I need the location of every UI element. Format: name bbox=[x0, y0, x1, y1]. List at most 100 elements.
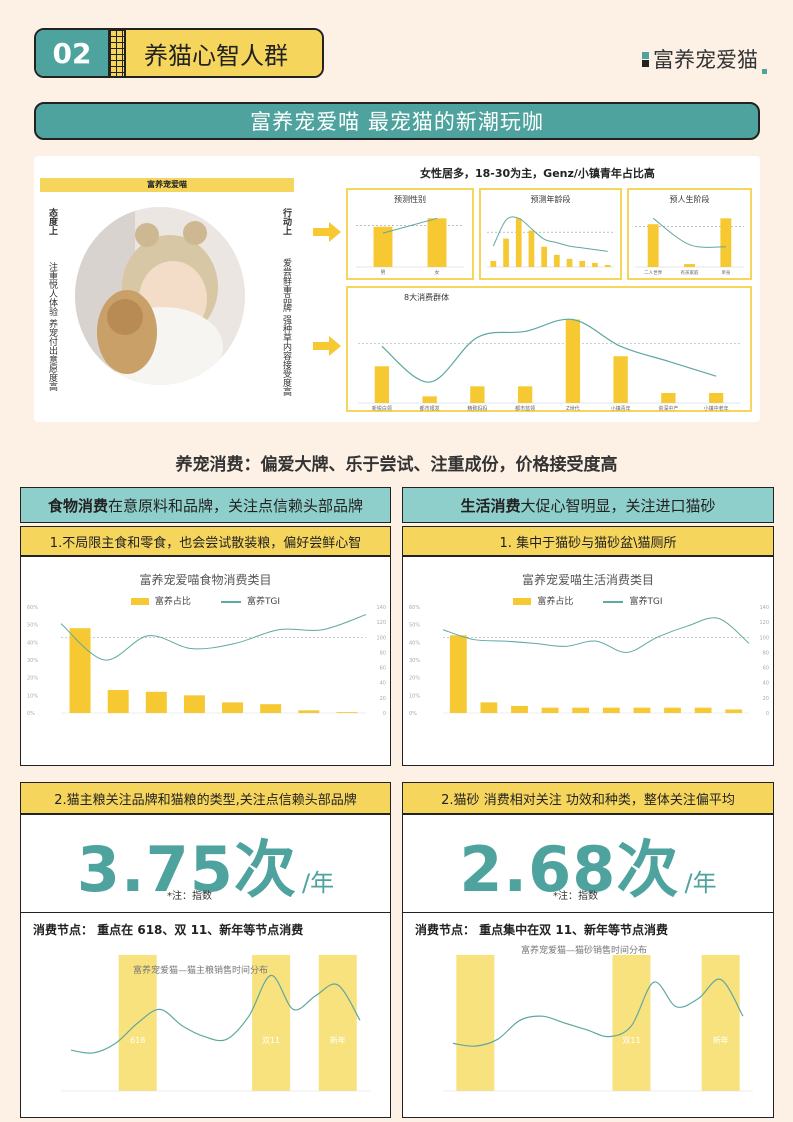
category-label: 有孩家庭 bbox=[681, 269, 699, 276]
food-chart-legend: 富养占比 富养TGI bbox=[21, 594, 390, 607]
y2-tick-label: 60 bbox=[380, 666, 386, 672]
life-chart-legend: 富养占比 富养TGI bbox=[403, 594, 773, 607]
category-label: 小镇青年 bbox=[611, 405, 631, 412]
bar bbox=[107, 690, 129, 713]
tgi-line bbox=[60, 614, 367, 661]
bar bbox=[517, 386, 533, 403]
consumer-groups-chart-box: 8大消费群体 新锐白领 都市银发 精致妈妈 都市蓝领 Z世代 小镇青年 资深中产 小镇中老年 bbox=[346, 286, 752, 412]
category-label: 女 bbox=[434, 269, 439, 276]
action-title: 行动上 bbox=[281, 208, 291, 235]
bar bbox=[565, 319, 581, 403]
bar bbox=[684, 264, 695, 267]
category-label: 新锐白领 bbox=[372, 405, 392, 412]
litter-timeline-title: 富养宠爱猫—猫砂销售时间分布 bbox=[521, 946, 648, 956]
category-label: 小镇中老年 bbox=[704, 405, 729, 412]
sales-line bbox=[452, 978, 744, 1047]
life-chart-box: 富养宠爱喵生活消费类目 富养占比 富养TGI 60% 50% 40% 30% 20% 10… bbox=[402, 556, 774, 766]
litter-freq-subheader: 2.猫砂 消费相对关注 功效和种类，整体关注偏平均 bbox=[402, 782, 774, 814]
y2-tick-label: 0 bbox=[766, 711, 769, 717]
section-title: 养猫心智人群 bbox=[126, 30, 322, 76]
life-stage-chart-title: 预人生阶段 bbox=[669, 195, 710, 204]
tgi-line bbox=[382, 217, 438, 234]
bar bbox=[647, 224, 659, 267]
litter-timeline-box: 消费节点： 重点集中在双 11、新年等节点消费 双11 新年 富养宠爱猫—猫砂销售… bbox=[402, 912, 774, 1118]
brand-mark-icon bbox=[642, 51, 649, 67]
bar bbox=[541, 707, 559, 713]
y-tick-label: 50% bbox=[409, 623, 420, 629]
brand-dot-icon bbox=[762, 69, 767, 74]
legend-line-item: 富养TGI bbox=[220, 594, 280, 607]
bar bbox=[422, 396, 437, 403]
section-grid-decoration bbox=[108, 30, 126, 76]
category-label: 二人世界 bbox=[644, 269, 662, 276]
attitude-text: 注重悦人体验 养宠付出意愿度高 bbox=[47, 262, 57, 391]
attitude-title: 态度上 bbox=[47, 208, 57, 235]
bar bbox=[725, 709, 743, 713]
litter-timeline-chart: 双11 新年 bbox=[443, 955, 753, 1092]
life-subheader: 1. 集中于猫砂与猫砂盆\猫厕所 bbox=[402, 526, 774, 556]
y-tick-label: 40% bbox=[409, 640, 420, 646]
y2-tick-label: 140 bbox=[759, 605, 769, 611]
bar bbox=[427, 218, 447, 267]
bar bbox=[592, 262, 598, 267]
y2-tick-label: 80 bbox=[380, 650, 386, 656]
y-tick-label: 30% bbox=[27, 658, 38, 664]
bar bbox=[664, 707, 681, 713]
food-freq-unit: /年 bbox=[301, 869, 335, 897]
bar bbox=[541, 246, 548, 267]
bar bbox=[490, 260, 497, 267]
age-chart-title: 预测年龄段 bbox=[530, 195, 571, 204]
highlight-label: 新年 bbox=[713, 1035, 729, 1045]
category-label: 精致妈妈 bbox=[467, 405, 487, 412]
consumption-headline: 养宠消费：偏爱大牌、乐于尝试、注重成份，价格接受度高 bbox=[175, 455, 618, 475]
bar bbox=[633, 707, 651, 713]
food-subheader: 1.不局限主食和零食，也会尝试散装粮，偏好尝鲜心智 bbox=[20, 526, 391, 556]
y-tick-label: 60% bbox=[409, 605, 420, 611]
food-chart-box: 富养宠爱喵食物消费类目 富养占比 富养TGI 60% 50% 40% 30% 20% 10… bbox=[20, 556, 391, 766]
highlight-label: 双11 bbox=[622, 1036, 640, 1045]
brand-logo: 富养宠爱猫 bbox=[642, 44, 767, 74]
y2-tick-label: 80 bbox=[763, 650, 769, 656]
brand-name: 富养宠爱猫 bbox=[653, 48, 758, 72]
legend-bar-item: 富养占比 bbox=[513, 594, 573, 607]
persona-avatar bbox=[75, 207, 245, 385]
age-chart-box: 预测年龄段 bbox=[479, 188, 622, 280]
food-freq-note: *注：指数 bbox=[167, 891, 212, 902]
food-chart-title: 富养宠爱喵食物消费类目 bbox=[139, 573, 272, 587]
y2-tick-label: 40 bbox=[380, 681, 386, 687]
bar bbox=[260, 704, 282, 713]
food-header-bold: 食物消费 bbox=[47, 496, 108, 515]
highlight-label: 新年 bbox=[330, 1035, 346, 1045]
y2-tick-label: 120 bbox=[376, 620, 386, 626]
section-tag: 02 养猫心智人群 bbox=[34, 28, 324, 78]
highlight-band bbox=[318, 955, 357, 1091]
food-chart: 60% 50% 40% 30% 20% 10% 0% 140 120 100 80 60 40 20 0 bbox=[27, 605, 386, 717]
tgi-line bbox=[652, 217, 726, 248]
tgi-line bbox=[381, 318, 717, 383]
page-banner: 富养宠爱喵 最宠猫的新潮玩咖 bbox=[34, 102, 760, 140]
gender-chart: 男女 bbox=[356, 217, 464, 276]
highlight-label: 618 bbox=[130, 1036, 145, 1045]
bar bbox=[373, 226, 393, 267]
bar bbox=[480, 702, 498, 713]
y-tick-label: 20% bbox=[27, 676, 38, 682]
litter-freq-note: *注：指数 bbox=[553, 891, 598, 902]
bar bbox=[566, 258, 573, 267]
action-text: 爱尝鲜重品牌 强种草内容接受度高 bbox=[281, 258, 291, 396]
persona-label: 富养宠爱喵 bbox=[40, 178, 294, 192]
bar bbox=[449, 635, 467, 713]
y-tick-label: 20% bbox=[409, 676, 420, 682]
litter-freq-number: 2.68次 bbox=[459, 833, 680, 906]
life-header: 生活消费 大促心智明显，关注进口猫砂 bbox=[402, 487, 774, 523]
life-header-text: 大促心智明显，关注进口猫砂 bbox=[520, 496, 716, 515]
bar bbox=[604, 264, 611, 267]
y-tick-label: 0% bbox=[409, 711, 417, 717]
y2-tick-label: 100 bbox=[376, 635, 386, 641]
arrow-right-icon bbox=[313, 222, 341, 242]
life-header-bold: 生活消费 bbox=[460, 496, 521, 515]
section-number: 02 bbox=[36, 30, 108, 76]
life-stage-chart: 二人世界 有孩家庭 单身 bbox=[635, 217, 744, 276]
life-chart-title: 富养宠爱喵生活消费类目 bbox=[521, 573, 654, 587]
food-freq-box: 3.75次 /年 *注：指数 bbox=[20, 814, 391, 912]
age-chart bbox=[487, 216, 614, 268]
